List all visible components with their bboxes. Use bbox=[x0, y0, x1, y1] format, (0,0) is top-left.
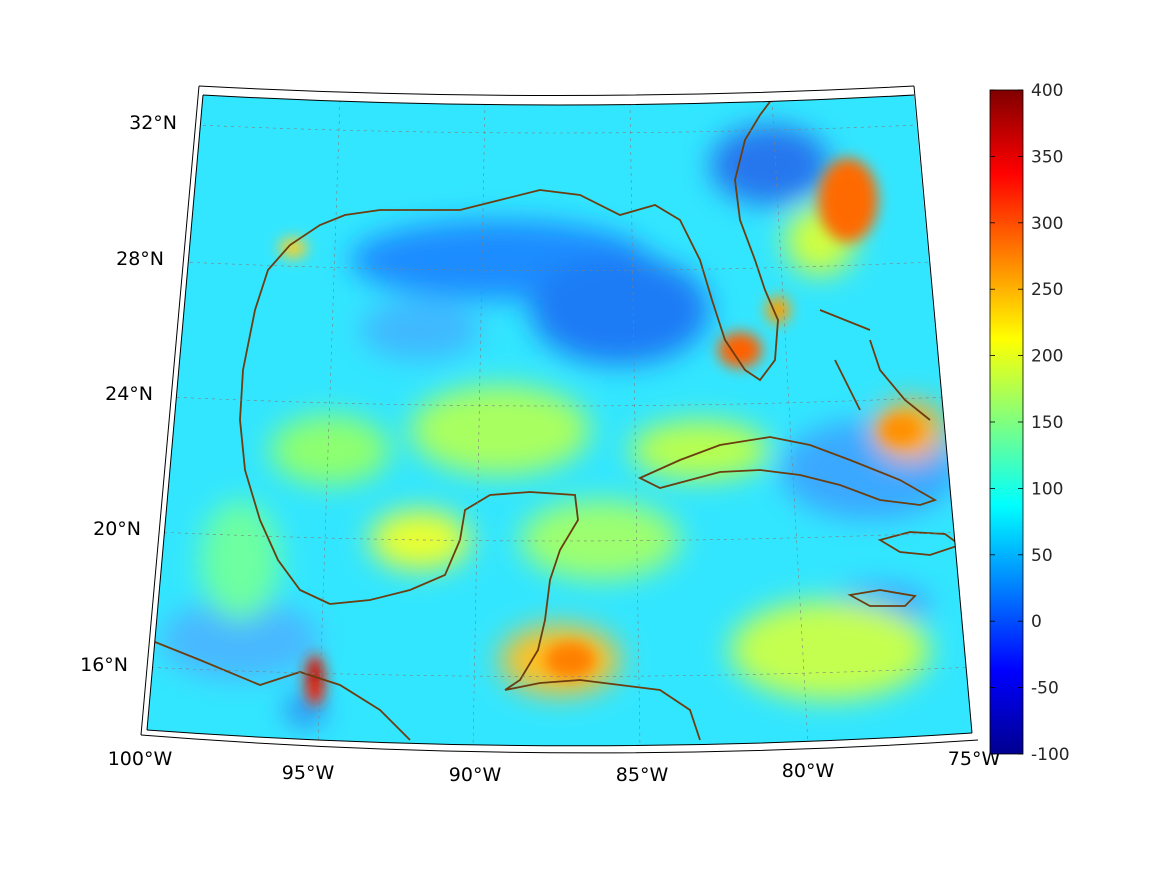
lon-label-75: 75°W bbox=[948, 748, 1001, 770]
colorbar-gradient bbox=[989, 89, 1024, 755]
cuba-coastline bbox=[637, 436, 938, 506]
colorbar-tick-label: 300 bbox=[1031, 214, 1063, 234]
coastlines bbox=[149, 95, 962, 741]
lon-label-85: 85°W bbox=[616, 764, 669, 786]
colorbar-tick-label: 100 bbox=[1031, 479, 1063, 499]
lon-label-95: 95°W bbox=[282, 762, 335, 784]
yucatan-coastline bbox=[329, 491, 579, 691]
graticule bbox=[147, 99, 972, 746]
central-america-coastline bbox=[504, 679, 701, 741]
jamaica-coastline bbox=[847, 589, 917, 607]
lon-label-100: 100°W bbox=[108, 748, 173, 770]
latitude-labels: 32°N 28°N 24°N 20°N 16°N bbox=[80, 112, 177, 676]
gulf-coastline bbox=[239, 95, 779, 605]
lat-label-24: 24°N bbox=[105, 383, 153, 405]
lat-label-32: 32°N bbox=[129, 112, 177, 134]
map-field bbox=[147, 95, 972, 746]
colorbar-ticks: 400 350 300 250 200 150 100 50 0 -50 -100 bbox=[990, 81, 1070, 765]
colorbar: 400 350 300 250 200 150 100 50 0 -50 -100 bbox=[989, 81, 1070, 765]
colorbar-tick-label: 400 bbox=[1031, 81, 1063, 101]
lon-label-90: 90°W bbox=[449, 764, 502, 786]
lon-label-80: 80°W bbox=[782, 760, 835, 782]
lat-label-16: 16°N bbox=[80, 654, 128, 676]
colorbar-tick-label: 0 bbox=[1031, 612, 1042, 632]
map-frame bbox=[140, 85, 979, 754]
colorbar-tick-label: 150 bbox=[1031, 413, 1063, 433]
colorbar-tick-label: 50 bbox=[1031, 546, 1053, 566]
colorbar-tick-label: -50 bbox=[1031, 679, 1059, 699]
colorbar-tick-label: 350 bbox=[1031, 147, 1063, 167]
colorbar-tick-label: 250 bbox=[1031, 280, 1063, 300]
pacific-coastline bbox=[149, 639, 411, 741]
bahamas-coastline bbox=[819, 309, 931, 421]
lat-label-20: 20°N bbox=[93, 518, 141, 540]
longitude-labels: 100°W 95°W 90°W 85°W 80°W 75°W bbox=[108, 748, 1001, 786]
colorbar-tick-label: 200 bbox=[1031, 347, 1063, 367]
lat-label-28: 28°N bbox=[116, 248, 164, 270]
colorbar-tick-label: -100 bbox=[1031, 745, 1070, 765]
